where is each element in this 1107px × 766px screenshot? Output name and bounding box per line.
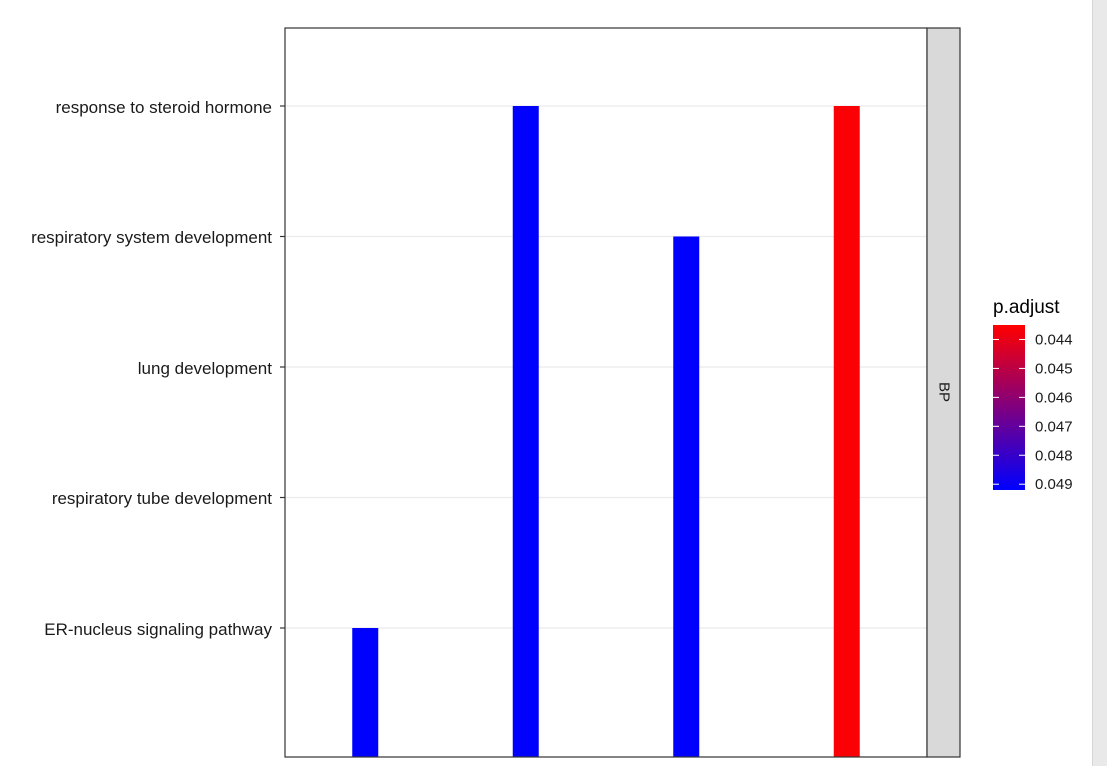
- plot-panel: [285, 28, 927, 757]
- gridlines: [285, 105, 927, 629]
- bar: [833, 106, 860, 757]
- legend-tick-label: 0.049: [1035, 476, 1073, 493]
- legend-tick-label: 0.047: [1035, 418, 1073, 435]
- bar: [512, 106, 539, 757]
- bar: [673, 236, 700, 757]
- legend-tick-label: 0.048: [1035, 447, 1073, 464]
- y-tick-label: response to steroid hormone: [56, 98, 272, 117]
- y-tick-label: lung development: [138, 359, 272, 378]
- legend-tick-label: 0.045: [1035, 360, 1073, 377]
- facet-strip-label: BP: [936, 382, 953, 402]
- y-axis: response to steroid hormone respiratory …: [31, 98, 272, 639]
- legend-tick-label: 0.044: [1035, 331, 1073, 348]
- y-tick-label: ER-nucleus signaling pathway: [44, 620, 272, 639]
- window-scrollbar[interactable]: [1092, 0, 1107, 766]
- y-tick-label: respiratory system development: [31, 228, 272, 247]
- legend-colorbar: [993, 325, 1025, 490]
- bars: [352, 106, 860, 757]
- legend-ticks: 0.044 0.045 0.046 0.047 0.048 0.049: [993, 331, 1073, 493]
- legend-tick-label: 0.046: [1035, 389, 1073, 406]
- legend: p.adjust 0.044 0.045 0.046 0.047 0.048 0.049: [993, 297, 1073, 493]
- y-tick-label: respiratory tube development: [52, 489, 272, 508]
- legend-title: p.adjust: [993, 297, 1060, 318]
- facet-strip: [926, 27, 961, 758]
- bar: [352, 628, 379, 757]
- y-tick-marks: [280, 105, 285, 629]
